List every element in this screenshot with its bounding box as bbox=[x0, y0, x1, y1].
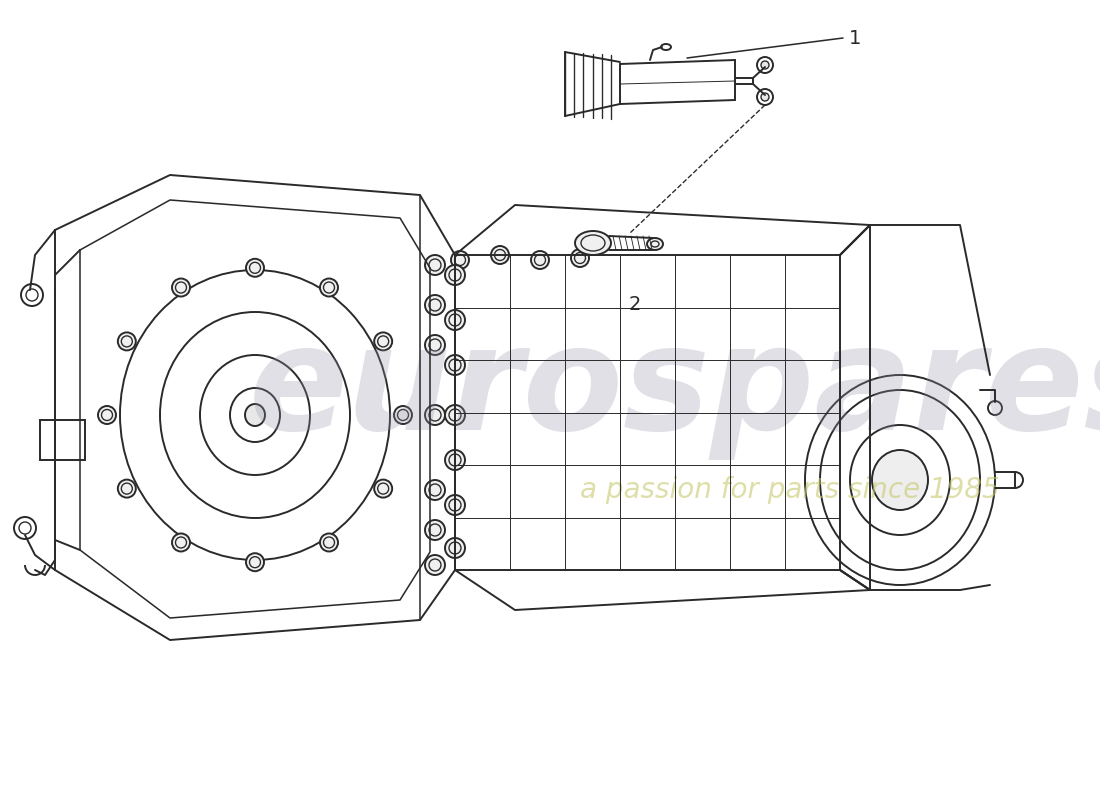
Ellipse shape bbox=[425, 405, 446, 425]
Ellipse shape bbox=[446, 355, 465, 375]
Text: 1: 1 bbox=[849, 29, 861, 47]
Circle shape bbox=[761, 61, 769, 69]
Ellipse shape bbox=[98, 406, 116, 424]
Ellipse shape bbox=[246, 554, 264, 571]
Ellipse shape bbox=[425, 255, 446, 275]
Ellipse shape bbox=[491, 246, 509, 264]
Ellipse shape bbox=[446, 265, 465, 285]
Text: eurospares: eurospares bbox=[249, 319, 1100, 461]
Ellipse shape bbox=[374, 333, 393, 350]
Ellipse shape bbox=[446, 495, 465, 515]
Text: 2: 2 bbox=[629, 295, 641, 314]
Ellipse shape bbox=[425, 295, 446, 315]
Ellipse shape bbox=[246, 258, 264, 277]
Ellipse shape bbox=[394, 406, 412, 424]
Ellipse shape bbox=[647, 238, 663, 250]
Ellipse shape bbox=[374, 479, 393, 498]
Ellipse shape bbox=[425, 480, 446, 500]
Ellipse shape bbox=[446, 405, 465, 425]
Ellipse shape bbox=[425, 520, 446, 540]
Ellipse shape bbox=[245, 404, 265, 426]
Ellipse shape bbox=[571, 249, 588, 267]
Ellipse shape bbox=[451, 251, 469, 269]
Ellipse shape bbox=[172, 534, 190, 551]
Ellipse shape bbox=[320, 534, 338, 551]
Ellipse shape bbox=[320, 278, 338, 297]
Text: a passion for parts since 1985: a passion for parts since 1985 bbox=[580, 476, 1000, 504]
Ellipse shape bbox=[446, 450, 465, 470]
Ellipse shape bbox=[172, 278, 190, 297]
Ellipse shape bbox=[872, 450, 928, 510]
Ellipse shape bbox=[575, 231, 611, 255]
Ellipse shape bbox=[425, 555, 446, 575]
Ellipse shape bbox=[118, 480, 135, 498]
Ellipse shape bbox=[446, 538, 465, 558]
Ellipse shape bbox=[446, 310, 465, 330]
Circle shape bbox=[761, 93, 769, 101]
Ellipse shape bbox=[118, 333, 135, 350]
Ellipse shape bbox=[531, 251, 549, 269]
Ellipse shape bbox=[425, 335, 446, 355]
